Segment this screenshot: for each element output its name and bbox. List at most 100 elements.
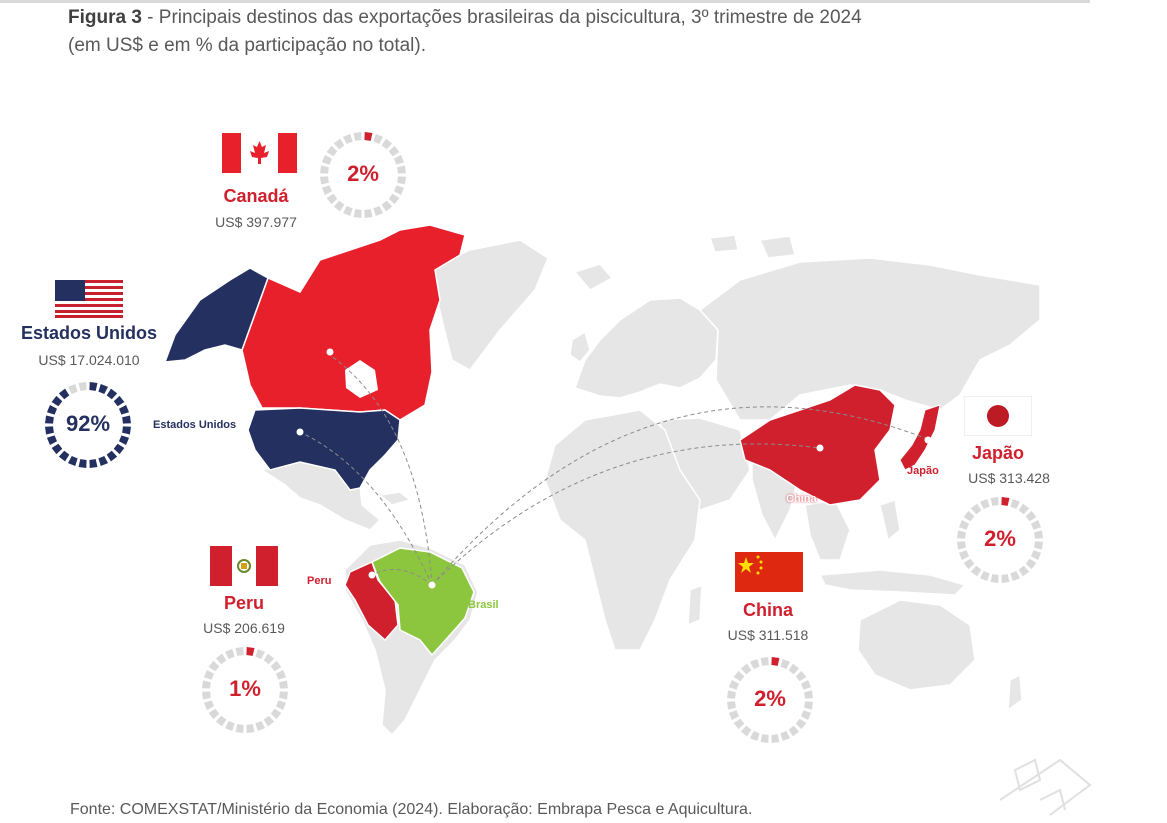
- ring-segment: [255, 648, 265, 660]
- ring-segment: [1025, 510, 1037, 522]
- uk-shape: [569, 330, 591, 364]
- map-label-brazil: Brasil: [468, 599, 499, 611]
- ring-segment: [225, 648, 235, 660]
- peru-share-ring: [202, 647, 288, 733]
- pin-usa: [296, 428, 304, 436]
- ring-segment: [246, 647, 255, 656]
- ring-segment: [728, 680, 740, 690]
- ring-segment: [963, 558, 975, 570]
- ring-segment: [958, 550, 970, 560]
- ring-segment: [393, 185, 405, 195]
- corner-decoration-shape: [999, 758, 1092, 816]
- usa-shape: [247, 407, 401, 491]
- ring-segment: [275, 700, 287, 710]
- ring-segment: [320, 176, 329, 185]
- figure-title: Figura 3 - Principais destinos das expor…: [68, 4, 1068, 60]
- china-name: China: [742, 600, 793, 620]
- ring-segment: [235, 647, 244, 656]
- ring-segment: [118, 405, 130, 415]
- ring-segment: [333, 138, 345, 150]
- iceland-shape: [573, 263, 614, 291]
- usa-name: Estados Unidos: [20, 323, 158, 343]
- figure-title-text: - Principais destinos das exportações br…: [141, 7, 862, 28]
- ring-segment: [733, 670, 745, 682]
- ring-segment: [800, 710, 812, 720]
- map-label-peru: Peru: [307, 575, 332, 587]
- route-brazil-peru: [371, 568, 433, 586]
- ring-segment: [1034, 530, 1043, 539]
- ring-segment: [203, 670, 215, 680]
- usa-value: US$ 17.024.010: [38, 352, 140, 368]
- ring-segment: [78, 459, 87, 468]
- ring-segment: [740, 725, 752, 737]
- japan-share-ring: [957, 497, 1043, 583]
- new-zealand-shape: [1007, 673, 1023, 712]
- ring-segment: [970, 503, 982, 515]
- ring-segment: [321, 185, 333, 195]
- ring-segment: [263, 653, 275, 665]
- ring-segment: [215, 715, 227, 727]
- ring-segment: [1018, 565, 1030, 577]
- ring-segment: [990, 574, 999, 583]
- china-share-label: 2%: [754, 686, 786, 711]
- ring-segment: [373, 205, 383, 217]
- ring-segment: [397, 176, 406, 185]
- ring-segment: [58, 450, 70, 462]
- ring-segment: [957, 541, 966, 550]
- ring-segment: [113, 443, 125, 455]
- ring-segment: [98, 455, 108, 467]
- ring-segment: [270, 660, 282, 672]
- ring-segment: [202, 680, 211, 689]
- ring-segment: [1025, 558, 1037, 570]
- ring-segment: [343, 205, 353, 217]
- ring-segment: [51, 443, 63, 455]
- ring-segment: [364, 209, 373, 218]
- china-value: US$ 311.518: [727, 627, 809, 643]
- ring-segment: [122, 415, 131, 424]
- ring-segment: [958, 520, 970, 530]
- corner-decoration-shape: [1039, 788, 1066, 811]
- ring-segment: [106, 450, 118, 462]
- indonesia-shape: [818, 569, 967, 596]
- ring-segment: [381, 200, 393, 212]
- ring-segment: [381, 138, 393, 150]
- arctic-island-shape: [708, 234, 739, 253]
- ring-segment: [980, 498, 990, 510]
- ring-segment: [760, 734, 769, 743]
- ring-segment: [275, 670, 287, 680]
- ring-segment: [270, 708, 282, 720]
- ring-segment: [728, 710, 740, 720]
- ring-segment: [800, 680, 812, 690]
- usa-share-label: 92%: [65, 411, 111, 436]
- ring-segment: [364, 132, 373, 141]
- brazil-shape: [371, 547, 475, 657]
- japan-value: US$ 313.428: [968, 470, 1050, 486]
- australia-shape: [857, 599, 976, 691]
- ring-segment: [1010, 570, 1020, 582]
- ring-segment: [225, 720, 235, 732]
- ring-segment: [89, 459, 98, 468]
- ring-segment: [51, 395, 63, 407]
- figure-title-line2: (em US$ e em % da participação no total)…: [68, 35, 427, 56]
- pin-brazil: [428, 581, 436, 589]
- ring-segment: [990, 497, 999, 506]
- ring-segment: [215, 653, 227, 665]
- ring-segment: [780, 730, 790, 742]
- china-flag-icon: [735, 552, 803, 592]
- ring-segment: [98, 383, 108, 395]
- figure-title-prefix: Figura 3: [68, 7, 142, 28]
- route-brazil-china: [431, 443, 821, 586]
- ring-segment: [279, 680, 288, 689]
- peru-flag-icon: [210, 546, 278, 586]
- peru-value: US$ 206.619: [203, 620, 285, 636]
- route-brazil-usa: [299, 431, 433, 586]
- ring-segment: [122, 426, 131, 435]
- ring-segment: [963, 510, 975, 522]
- ring-segment: [78, 382, 87, 391]
- ring-segment: [760, 657, 769, 666]
- ring-segment: [246, 724, 255, 733]
- pin-japan: [924, 436, 932, 444]
- canada-flag-icon: [222, 133, 297, 173]
- china-shape: [739, 384, 896, 506]
